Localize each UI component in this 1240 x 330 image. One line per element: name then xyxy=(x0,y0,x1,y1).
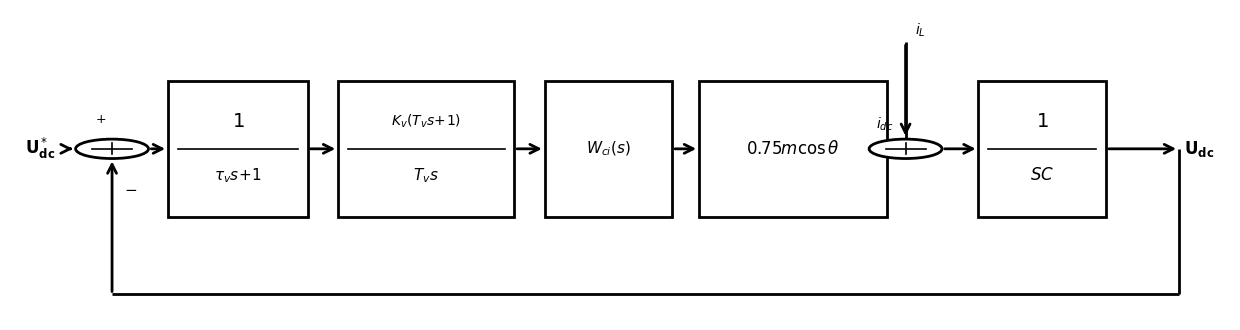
Bar xyxy=(339,81,515,217)
Bar xyxy=(167,81,308,217)
Text: $\tau_v s\!+\!1$: $\tau_v s\!+\!1$ xyxy=(213,167,262,185)
Text: $1$: $1$ xyxy=(232,113,244,131)
Text: $0.75m\cos\theta$: $0.75m\cos\theta$ xyxy=(746,140,839,158)
Text: $+$: $+$ xyxy=(95,113,107,126)
Circle shape xyxy=(869,139,942,158)
Text: $W_{ci}(s)$: $W_{ci}(s)$ xyxy=(587,140,631,158)
Bar xyxy=(978,81,1106,217)
Bar xyxy=(699,81,888,217)
Text: $T_v s$: $T_v s$ xyxy=(413,167,439,185)
Text: $i_{dc}$: $i_{dc}$ xyxy=(875,115,893,133)
Text: $1$: $1$ xyxy=(1035,113,1049,131)
Text: $SC$: $SC$ xyxy=(1030,168,1054,184)
Text: $\mathbf{U}_{\mathbf{dc}}$: $\mathbf{U}_{\mathbf{dc}}$ xyxy=(1184,139,1214,159)
Text: $i_L$: $i_L$ xyxy=(915,21,926,39)
Circle shape xyxy=(76,139,149,158)
Text: $K_v(T_v s\!+\!1)$: $K_v(T_v s\!+\!1)$ xyxy=(391,113,461,130)
Bar xyxy=(544,81,672,217)
Text: $\mathbf{U}^*_{\mathbf{dc}}$: $\mathbf{U}^*_{\mathbf{dc}}$ xyxy=(25,136,55,161)
Text: $-$: $-$ xyxy=(124,181,136,196)
